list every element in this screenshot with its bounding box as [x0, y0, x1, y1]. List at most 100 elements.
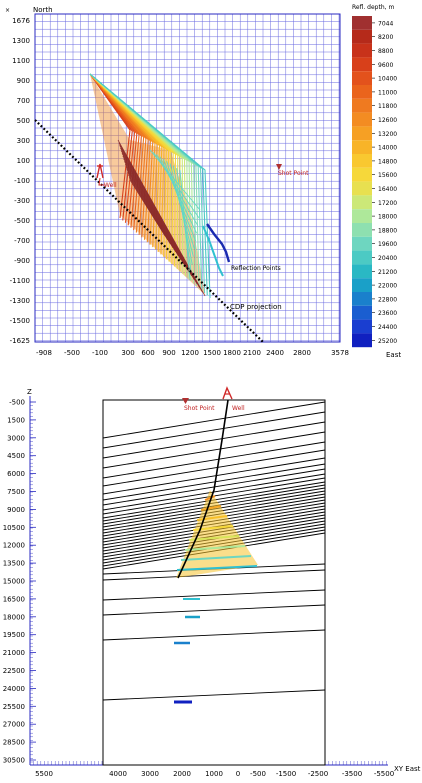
- ray-path-dark: [129, 179, 166, 237]
- z-tick-label: 28500: [3, 739, 25, 747]
- colorbar-label: 18800: [378, 227, 397, 234]
- z-tick-label: 27000: [3, 721, 25, 729]
- xy-tick-label: -5500: [374, 770, 394, 778]
- section-well-label: Well: [232, 405, 245, 412]
- well-marker: [96, 163, 105, 186]
- z-tick-label: 3000: [7, 434, 25, 442]
- z-tick-label: 7500: [7, 488, 25, 496]
- section-panel: Z XY East -500 1500 3000 4500 6000 7500 9000 10…: [3, 386, 421, 778]
- colorbar-label: 12600: [378, 117, 397, 124]
- colorbar-label: 25200: [378, 338, 397, 345]
- colorbar-cell: [352, 16, 372, 30]
- colorbar-cell: [352, 126, 372, 141]
- colorbar-label: 9600: [378, 62, 393, 69]
- map-y-tick-label: -900: [14, 257, 30, 265]
- z-tick-label: 12000: [3, 542, 25, 550]
- cdp-projection-label: CDP projection: [230, 303, 282, 311]
- ray-path-dark: [123, 158, 187, 269]
- colorbar-cell: [352, 154, 372, 168]
- layer-boundary: [102, 629, 326, 641]
- ray-path-dark: [120, 150, 195, 281]
- xy-tick-label: 2000: [173, 770, 191, 778]
- shot-point-label: Shot Point: [278, 170, 309, 177]
- colorbar-cell: [352, 264, 372, 279]
- colorbar-cell: [352, 278, 372, 292]
- map-y-tick-label: -1100: [10, 277, 30, 285]
- xy-tick-label: 5500: [35, 770, 53, 778]
- layer-boundary: [102, 411, 326, 449]
- map-y-tick-label: 1100: [12, 57, 30, 65]
- reflection-points-blue: [206, 223, 231, 263]
- colorbar-label: 22800: [378, 296, 397, 303]
- xy-tick-label: -3500: [342, 770, 362, 778]
- xy-tick-label: 3000: [141, 770, 159, 778]
- xy-tick-label: -500: [250, 770, 266, 778]
- colorbar-label: 8200: [378, 34, 393, 41]
- z-tick-label: 19500: [3, 631, 25, 639]
- colorbar-cell: [352, 250, 372, 265]
- colorbar-cell: [352, 98, 372, 113]
- colorbar-label: 24400: [378, 324, 397, 331]
- layer-boundary: [102, 457, 326, 495]
- colorbar-label: 13200: [378, 131, 397, 138]
- colorbar-label: 17200: [378, 200, 397, 207]
- ray-fan: [89, 73, 211, 299]
- map-y-tick-label: 700: [17, 97, 30, 105]
- xy-tick-label: 4000: [109, 770, 127, 778]
- colorbar-cell: [352, 292, 372, 306]
- colorbar-label: 19600: [378, 241, 397, 248]
- map-x-tick-label: 1800: [223, 349, 241, 357]
- layer-boundary: [102, 401, 326, 439]
- map-x-tick-label: 1200: [181, 349, 199, 357]
- z-tick-label: 13500: [3, 560, 25, 568]
- layer-boundary: [102, 604, 326, 616]
- section-z-ticks: -500 1500 3000 4500 6000 7500 9000 10500 12000 13…: [3, 399, 36, 765]
- colorbar-cell: [352, 333, 372, 348]
- map-frame: [34, 13, 341, 343]
- colorbar-cell: [352, 140, 372, 154]
- colorbar-cell: [352, 112, 372, 127]
- shot-point-marker: [276, 164, 282, 170]
- colorbar-label: 15600: [378, 172, 397, 179]
- colorbar-label: 7044: [378, 20, 393, 27]
- map-panel: North × 167613001100900700500300100-100-…: [5, 4, 401, 359]
- axis-north-label: North: [33, 6, 53, 14]
- map-y-tick-label: 1676: [12, 17, 30, 25]
- colorbar-cell: [352, 305, 372, 320]
- map-y-tick-label: -1300: [10, 297, 30, 305]
- xy-tick-label: -2500: [308, 770, 328, 778]
- reflection-points-label: Reflection Points: [231, 265, 281, 272]
- colorbar-cell: [352, 71, 372, 85]
- ray-path-dark: [121, 153, 192, 277]
- map-y-tick-label: 900: [17, 77, 30, 85]
- map-y-tick-label: -100: [14, 177, 30, 185]
- colorbar-label: 20400: [378, 255, 397, 262]
- layer-boundary: [102, 589, 326, 601]
- map-x-tick-label: 1500: [203, 349, 221, 357]
- z-tick-label: 4500: [7, 452, 25, 460]
- section-well-marker: [222, 386, 233, 400]
- layer-boundary: [102, 431, 326, 469]
- cdp-projection-line: [34, 119, 264, 343]
- section-fan-band: [180, 555, 252, 561]
- map-x-tick-label: 2800: [293, 349, 311, 357]
- section-fan-band: [188, 535, 240, 541]
- z-tick-label: 9000: [7, 506, 25, 514]
- colorbar-label: 21200: [378, 269, 397, 276]
- colorbar-label: 18000: [378, 214, 397, 221]
- well-trajectory: [177, 399, 229, 579]
- colorbar-label: 11000: [378, 89, 397, 96]
- colorbar-label: 14000: [378, 145, 397, 152]
- colorbar-label: 22000: [378, 283, 397, 290]
- z-tick-label: 24000: [3, 685, 25, 693]
- section-shot-point-marker: [182, 398, 189, 404]
- map-x-tick-label: 3578: [331, 349, 349, 357]
- z-tick-label: 30500: [3, 757, 25, 765]
- map-y-ticks: 1676 1300 1100 900 700 500 300 100 -100 -300 -500 -…: [10, 17, 31, 345]
- map-x-tick-label: 2100: [243, 349, 261, 357]
- svg-text:×: ×: [5, 7, 10, 14]
- map-y-tick-label: -500: [14, 217, 30, 225]
- z-tick-label: 10500: [3, 524, 25, 532]
- ray-path-cyan: [176, 167, 192, 273]
